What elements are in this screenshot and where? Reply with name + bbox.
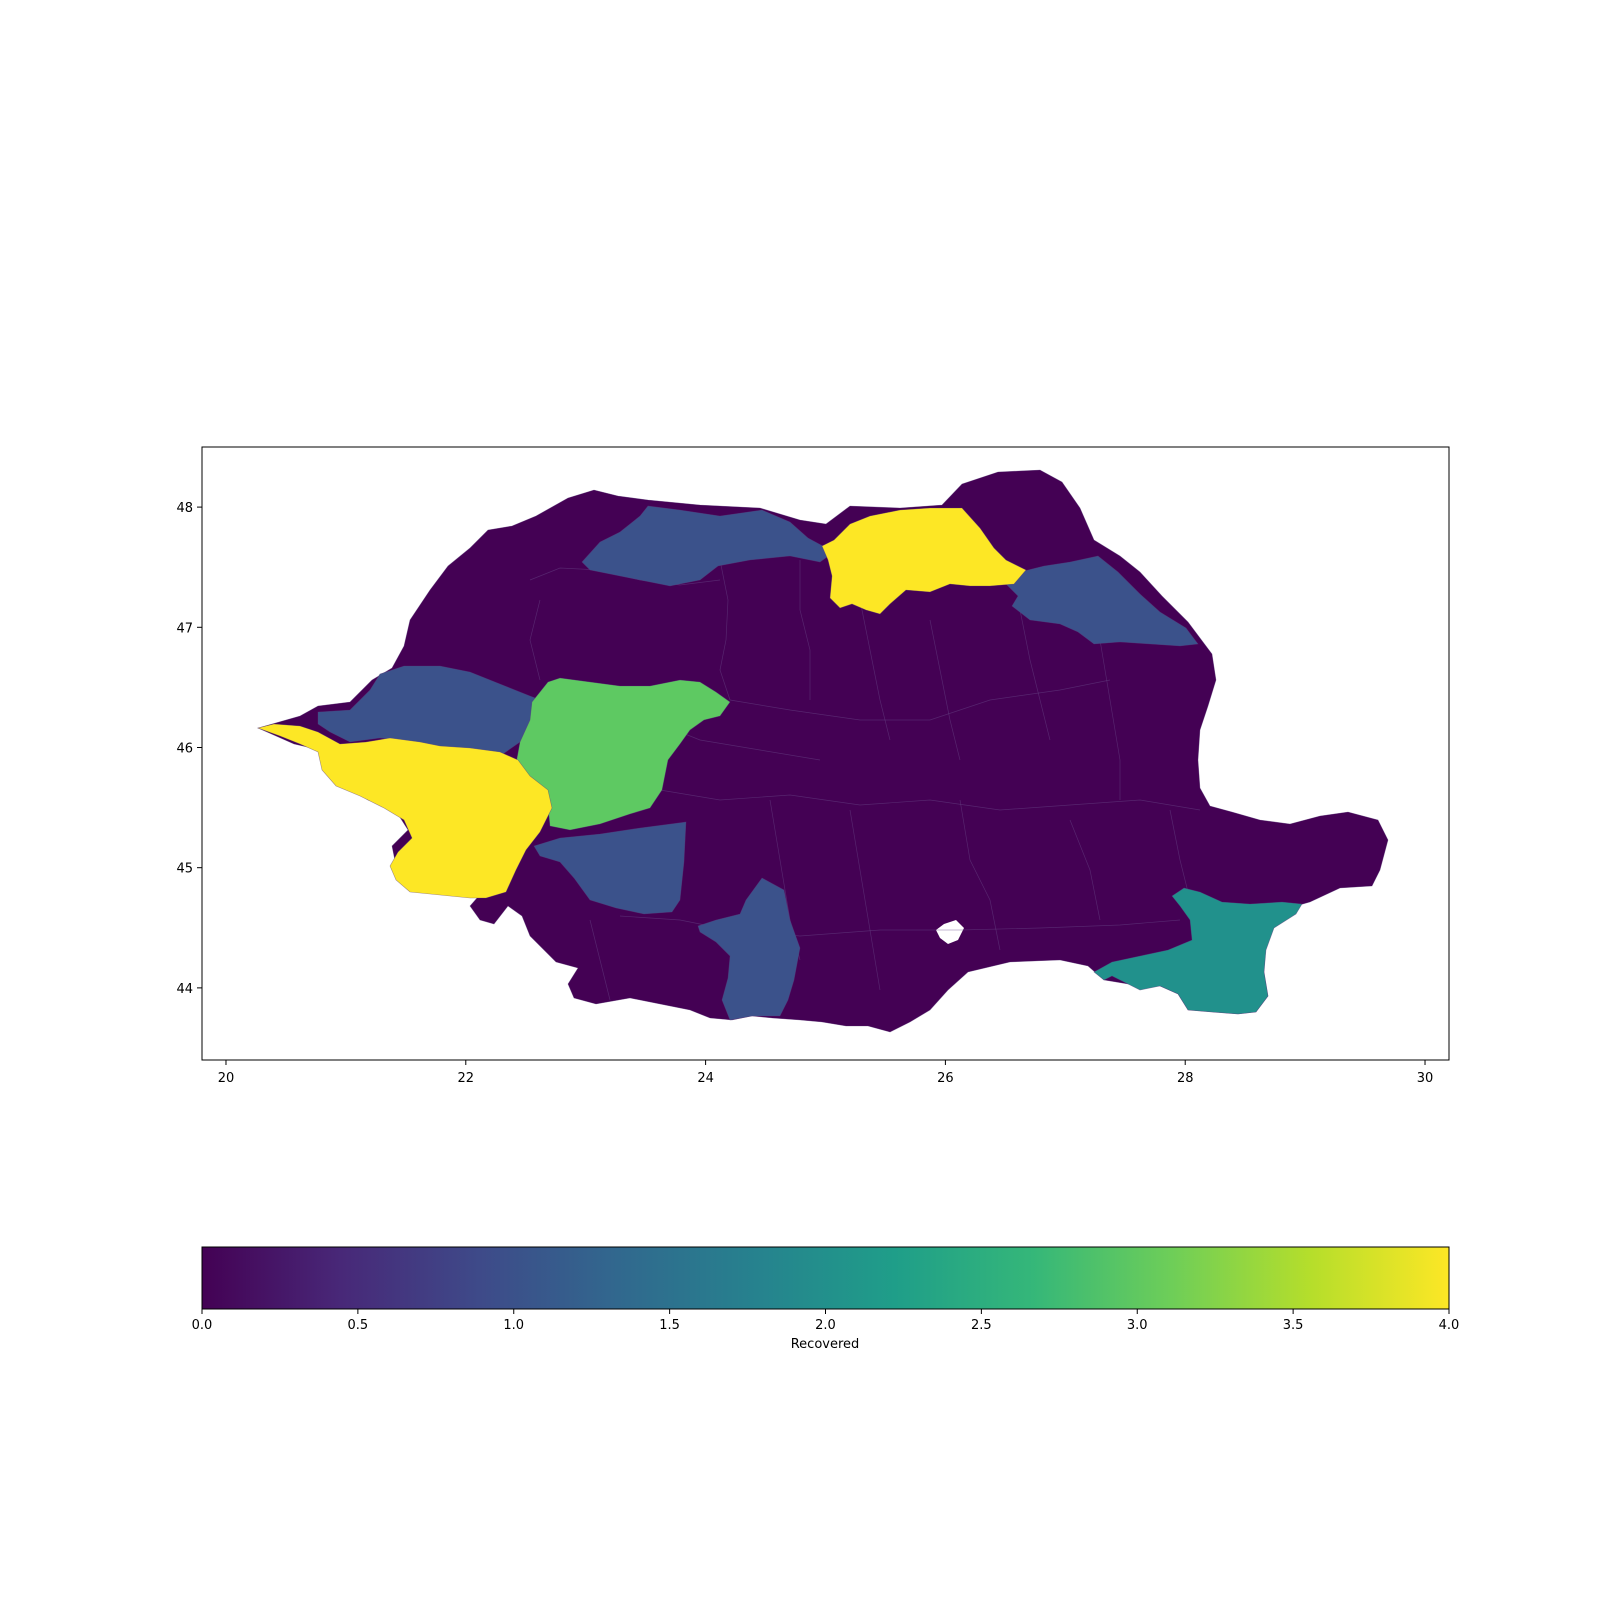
y-tick-label: 48 xyxy=(176,501,193,516)
region-botosani xyxy=(1005,555,1199,647)
x-axis: 20 22 24 26 28 30 xyxy=(218,1060,1434,1086)
region-olt xyxy=(697,877,801,1021)
map-axes-frame xyxy=(201,446,1450,1061)
colorbar-tick-label: 0.5 xyxy=(348,1318,369,1333)
region-bucharest-hole xyxy=(936,920,964,944)
colorbar-label: Recovered xyxy=(791,1337,860,1352)
x-tick-label: 30 xyxy=(1417,1071,1434,1086)
region-suceava xyxy=(821,507,1027,615)
county-borders xyxy=(529,559,1201,1001)
y-tick-label: 45 xyxy=(176,862,193,877)
colorbar: 0.0 0.5 1.0 1.5 2.0 2.5 3.0 3.5 4.0 Recovered xyxy=(192,1246,1460,1352)
region-timis-arad xyxy=(256,723,553,899)
colorbar-bar xyxy=(201,1246,1450,1310)
x-tick-label: 26 xyxy=(937,1071,954,1086)
colorbar-tick-label: 0.0 xyxy=(192,1318,213,1333)
colorbar-tick-label: 1.0 xyxy=(503,1318,524,1333)
x-tick-label: 20 xyxy=(218,1071,235,1086)
region-gorj xyxy=(533,821,687,915)
x-tick-label: 28 xyxy=(1177,1071,1194,1086)
colorbar-tick-label: 3.0 xyxy=(1127,1318,1148,1333)
map-axes: 20 22 24 26 28 30 44 45 46 47 48 xyxy=(176,446,1450,1086)
x-tick-label: 24 xyxy=(697,1071,714,1086)
x-tick-label: 22 xyxy=(458,1071,475,1086)
colorbar-ticks: 0.0 0.5 1.0 1.5 2.0 2.5 3.0 3.5 4.0 xyxy=(192,1309,1460,1333)
colorbar-tick-label: 4.0 xyxy=(1439,1318,1460,1333)
colorbar-tick-label: 2.0 xyxy=(815,1318,836,1333)
colorbar-tick-label: 2.5 xyxy=(971,1318,992,1333)
y-axis: 44 45 46 47 48 xyxy=(176,501,202,997)
colorbar-tick-label: 1.5 xyxy=(659,1318,680,1333)
region-constanta xyxy=(1093,887,1303,1015)
map-regions xyxy=(256,469,1389,1033)
colorbar-tick-label: 3.5 xyxy=(1283,1318,1304,1333)
y-tick-label: 46 xyxy=(176,741,193,756)
y-tick-label: 44 xyxy=(176,982,193,997)
y-tick-label: 47 xyxy=(176,621,193,636)
